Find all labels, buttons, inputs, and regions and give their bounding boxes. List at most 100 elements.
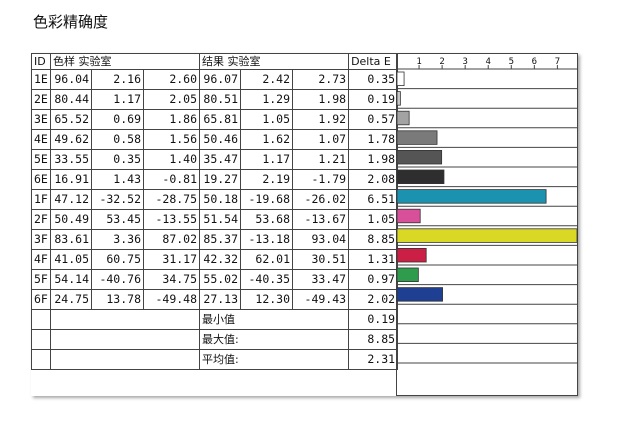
bar — [396, 228, 578, 243]
bar — [396, 169, 445, 185]
summary-label: 平均值: — [199, 349, 350, 370]
sample-lab-value: 1.17 — [91, 89, 144, 110]
bar — [396, 247, 427, 263]
table-row: 2E 80.44 1.17 2.05 80.51 1.29 1.98 0.19 — [31, 89, 399, 110]
delta-e-value: 0.19 — [348, 89, 399, 110]
bar — [396, 110, 410, 126]
tick-label: 1 — [416, 57, 421, 67]
sample-lab-value: 34.75 — [142, 269, 201, 290]
row-id: 1E — [31, 69, 51, 90]
summary-value: 8.85 — [348, 329, 399, 350]
result-lab-value: 30.51 — [292, 249, 350, 270]
sample-lab-value: 41.05 — [50, 249, 92, 270]
result-lab-value: 2.73 — [292, 69, 350, 90]
empty-cell — [31, 309, 51, 330]
result-lab-value: 51.54 — [199, 209, 242, 230]
sample-lab-value: 2.16 — [91, 69, 144, 90]
result-lab-value: 42.32 — [199, 249, 242, 270]
table-row: 1E 96.04 2.16 2.60 96.07 2.42 2.73 0.35 — [31, 69, 399, 90]
result-lab-value: -13.18 — [240, 229, 294, 250]
sample-lab-value: 33.55 — [50, 149, 92, 170]
row-id: 6F — [31, 289, 51, 310]
result-lab-value: 2.19 — [240, 169, 294, 190]
result-lab-value: 62.01 — [240, 249, 294, 270]
delta-e-value: 1.78 — [348, 129, 399, 150]
sample-lab-value: 0.35 — [91, 149, 144, 170]
result-lab-value: 55.02 — [199, 269, 242, 290]
header-row: ID 色样 实验室 结果 实验室 Delta E — [31, 53, 399, 70]
sample-lab-value: 0.69 — [91, 109, 144, 130]
table-row: 6E 16.91 1.43 -0.81 19.27 2.19 -1.79 2.08 — [31, 169, 399, 190]
summary-row: 最小值 0.19 — [31, 309, 399, 330]
result-lab-value: 1.07 — [292, 129, 350, 150]
result-lab-value: 33.47 — [292, 269, 350, 290]
sample-lab-value: -0.81 — [142, 169, 201, 190]
sample-lab-value: -28.75 — [142, 189, 201, 210]
bar — [396, 150, 443, 165]
delta-e-value: 1.05 — [348, 209, 399, 230]
sample-lab-value: 49.62 — [50, 129, 92, 150]
table-row: 6F 24.75 13.78 -49.48 27.13 12.30 -49.43 2.02 — [31, 289, 399, 310]
row-id: 4E — [31, 129, 51, 150]
sample-lab-value: 80.44 — [50, 89, 92, 110]
sample-lab-value: 87.02 — [142, 229, 201, 250]
delta-e-value: 0.57 — [348, 109, 399, 130]
bar — [396, 91, 401, 106]
tick-label: 3 — [462, 57, 467, 67]
row-id: 4F — [31, 249, 51, 270]
result-lab-value: 1.62 — [240, 129, 294, 150]
summary-row: 平均值: 2.31 — [31, 349, 399, 370]
result-lab-value: 65.81 — [199, 109, 242, 130]
table-row: 4E 49.62 0.58 1.56 50.46 1.62 1.07 1.78 — [31, 129, 399, 150]
delta-e-value: 1.31 — [348, 249, 399, 270]
result-lab-value: 96.07 — [199, 69, 242, 90]
sample-lab-value: 96.04 — [50, 69, 92, 90]
result-lab-value: 53.68 — [240, 209, 294, 230]
color-accuracy-table: ID 色样 实验室 结果 实验室 Delta E 1E 96.04 2.16 2.60… — [31, 53, 399, 370]
bar — [396, 208, 421, 224]
header-delta: Delta E — [348, 53, 399, 70]
summary-label: 最大值: — [199, 329, 350, 350]
bar — [396, 287, 443, 302]
sample-lab-value: 0.58 — [91, 129, 144, 150]
sample-lab-value: -49.48 — [142, 289, 201, 310]
header-id: ID — [31, 53, 51, 70]
row-id: 2E — [31, 89, 51, 110]
delta-e-value: 1.98 — [348, 149, 399, 170]
tick-label: 6 — [532, 57, 537, 67]
empty-cell — [49, 329, 201, 350]
result-lab-value: 2.42 — [240, 69, 294, 90]
result-lab-value: 12.30 — [240, 289, 294, 310]
row-id: 3E — [31, 109, 51, 130]
table-row: 3E 65.52 0.69 1.86 65.81 1.05 1.92 0.57 — [31, 109, 399, 130]
result-lab-value: 35.47 — [199, 149, 242, 170]
sample-lab-value: 13.78 — [91, 289, 144, 310]
result-lab-value: -1.79 — [292, 169, 350, 190]
delta-e-value: 6.51 — [348, 189, 399, 210]
empty-cell — [49, 349, 201, 370]
chart-border — [396, 53, 578, 396]
result-lab-value: 27.13 — [199, 289, 242, 310]
table-row: 5F 54.14 -40.76 34.75 55.02 -40.35 33.47 0.97 — [31, 269, 399, 290]
sample-lab-value: 60.75 — [91, 249, 144, 270]
tick-label: 2 — [439, 57, 444, 67]
table-row: 3F 83.61 3.36 87.02 85.37 -13.18 93.04 8.85 — [31, 229, 399, 250]
page-title: 色彩精确度 — [33, 13, 109, 31]
sample-lab-value: -40.76 — [91, 269, 144, 290]
table-row: 1F 47.12 -32.52 -28.75 50.18 -19.68 -26.02 6.51 — [31, 189, 399, 210]
result-lab-value: 1.21 — [292, 149, 350, 170]
result-lab-value: -49.43 — [292, 289, 350, 310]
sample-lab-value: 1.43 — [91, 169, 144, 190]
summary-row: 最大值: 8.85 — [31, 329, 399, 350]
sample-lab-value: 16.91 — [50, 169, 92, 190]
sample-lab-value: 83.61 — [50, 229, 92, 250]
result-lab-value: -13.67 — [292, 209, 350, 230]
empty-cell — [31, 329, 51, 350]
result-lab-value: -40.35 — [240, 269, 294, 290]
result-lab-value: 93.04 — [292, 229, 350, 250]
summary-value: 0.19 — [348, 309, 399, 330]
table-row: 2F 50.49 53.45 -13.55 51.54 53.68 -13.67 1.05 — [31, 209, 399, 230]
result-lab-value: 80.51 — [199, 89, 242, 110]
table-row: 5E 33.55 0.35 1.40 35.47 1.17 1.21 1.98 — [31, 149, 399, 170]
table-row: 4F 41.05 60.75 31.17 42.32 62.01 30.51 1.31 — [31, 249, 399, 270]
